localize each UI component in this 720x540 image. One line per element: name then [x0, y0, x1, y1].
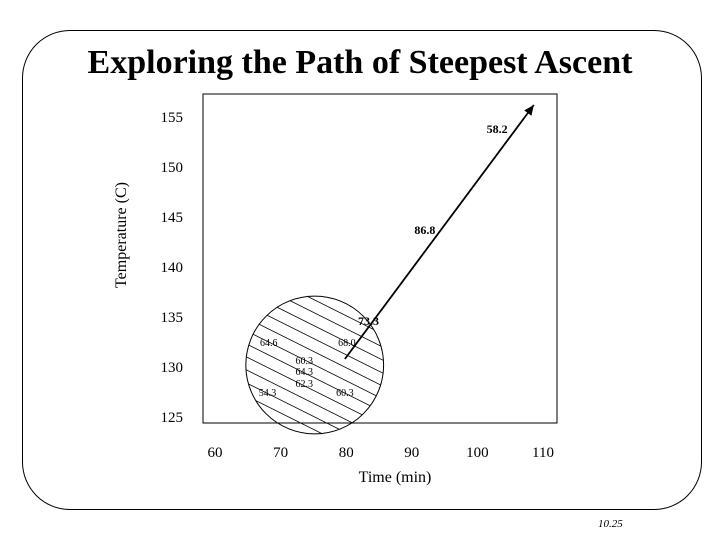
x-tick-label: 100 — [466, 445, 489, 461]
y-axis-label: Temperature (C) — [113, 182, 130, 288]
x-axis-ticks: 60 70 80 90 100 110 — [208, 445, 554, 461]
data-labels: 64.6 68.060.364.362.354.3 60.373.386.858.2 — [259, 122, 508, 399]
x-tick-label: 110 — [532, 445, 554, 461]
slide-title: Exploring the Path of Steepest Ascent — [87, 44, 633, 81]
path-point-label: 86.8 — [414, 223, 435, 237]
y-tick-label: 145 — [161, 210, 184, 226]
y-tick-label: 140 — [161, 260, 184, 276]
region-circle — [245, 295, 385, 435]
y-tick-label: 125 — [161, 410, 184, 426]
hatch-line — [245, 358, 384, 434]
y-tick-label: 150 — [161, 160, 184, 176]
design-point-label: 68.0 — [338, 338, 356, 349]
design-point-label: 54.3 — [259, 388, 277, 399]
hatch-line — [245, 319, 384, 411]
design-point-label: 64.3 — [295, 367, 313, 378]
design-point-label: 62.3 — [295, 379, 313, 390]
design-point-label: 60.3 — [336, 388, 354, 399]
y-tick-label: 135 — [161, 310, 184, 326]
hatch-line — [245, 296, 384, 346]
hatch-line — [245, 384, 384, 434]
ascent-path-line — [344, 104, 535, 360]
design-point-label: 60.3 — [295, 356, 313, 367]
y-tick-label: 130 — [161, 360, 184, 376]
y-axis-ticks: 155 150 145 140 135 130 125 — [161, 110, 184, 426]
hatch-line — [245, 296, 384, 385]
path-point-label: 58.2 — [487, 122, 508, 136]
x-tick-label: 90 — [404, 445, 419, 461]
ascent-path — [344, 104, 535, 360]
x-tick-label: 70 — [273, 445, 288, 461]
x-tick-label: 80 — [339, 445, 354, 461]
hatch-line — [245, 296, 384, 372]
page-number: 10.25 — [598, 518, 623, 530]
path-point-label: 73.3 — [358, 314, 379, 328]
y-tick-label: 155 — [161, 110, 184, 126]
hatch-line — [245, 371, 384, 434]
region-hatching — [245, 296, 384, 434]
plot-area — [202, 93, 558, 424]
ascent-path-arrowhead — [524, 105, 534, 116]
x-tick-label: 60 — [208, 445, 223, 461]
hatch-line — [245, 296, 384, 359]
x-axis-label: Time (min) — [359, 469, 432, 486]
slide-frame — [22, 30, 702, 510]
design-region — [245, 295, 385, 435]
design-point-label: 64.6 — [260, 338, 278, 349]
hatch-line — [245, 332, 384, 424]
